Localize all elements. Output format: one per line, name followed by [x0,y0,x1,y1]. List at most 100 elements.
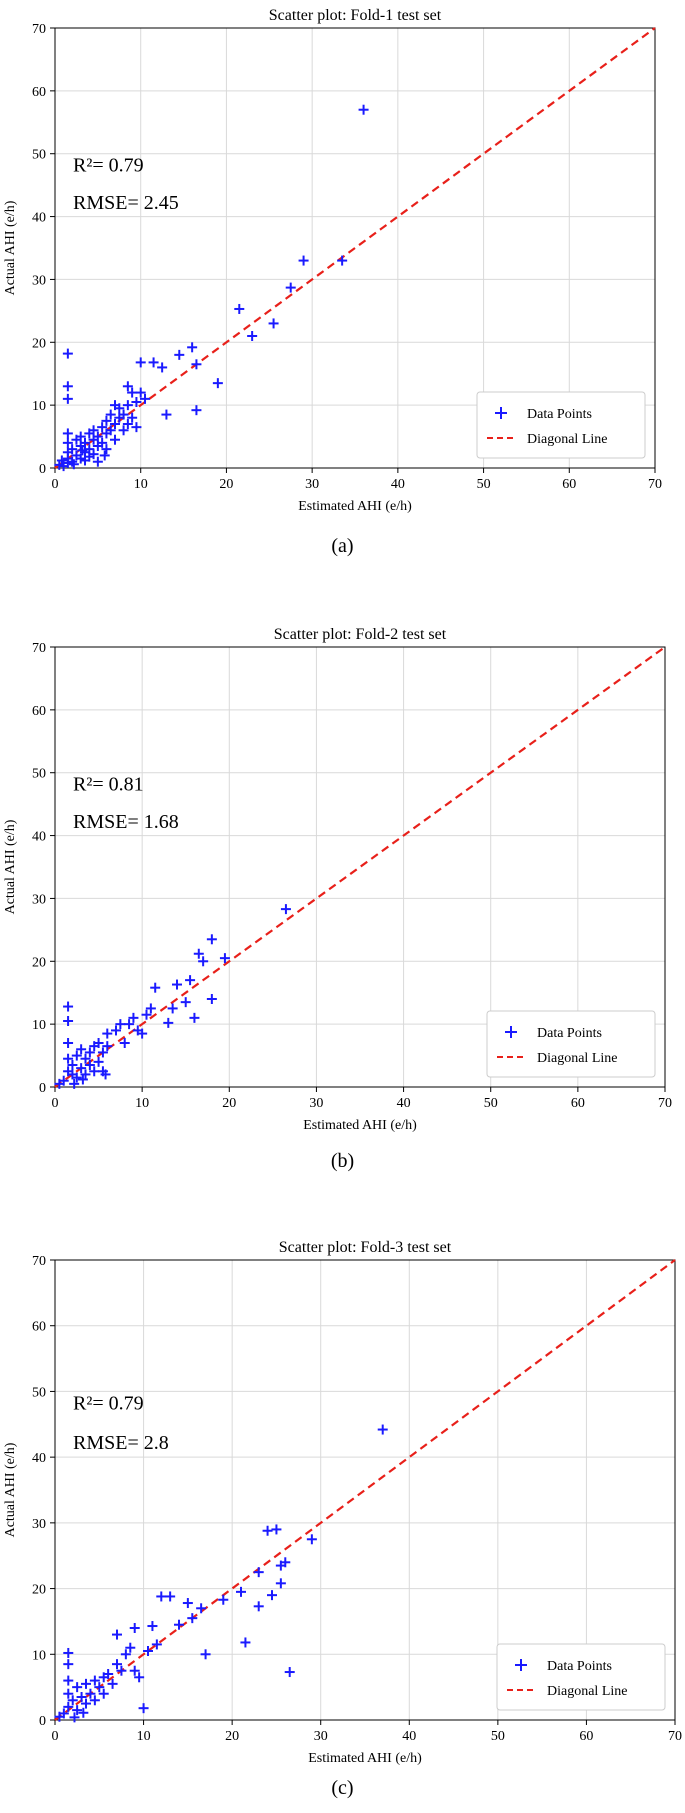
data-point [88,425,99,436]
y-tick-label: 40 [32,1451,46,1466]
data-point [116,1665,127,1676]
data-point [93,1056,104,1067]
data-point [92,456,103,467]
chart-title: Scatter plot: Fold-1 test set [269,7,442,24]
data-point [165,1591,176,1602]
sublabel-c: (c) [331,1777,354,1799]
y-tick-label: 40 [32,830,46,845]
x-tick-label: 0 [52,477,59,492]
x-tick-label: 20 [222,1096,236,1111]
legend-entry-diagonal-line: Diagonal Line [527,432,607,447]
x-tick-label: 60 [562,477,576,492]
data-point [62,348,73,359]
data-point [219,953,230,964]
sublabel-b: (b) [330,1150,355,1172]
data-point [196,1603,207,1614]
data-point [98,1688,109,1699]
data-point [174,349,185,360]
data-point [182,1598,193,1609]
data-point [180,997,191,1008]
x-tick-label: 0 [52,1096,59,1111]
data-point [77,1074,88,1085]
legend-box [476,391,646,459]
data-point [63,1688,74,1699]
x-tick-label: 0 [52,1729,59,1744]
legend: Data Points Diagonal Line [486,1010,656,1078]
legend-entry-data-points: Data Points [547,1659,612,1674]
data-point [69,1078,80,1089]
data-point [134,1672,145,1683]
data-point [306,1534,317,1545]
data-point [89,1695,100,1706]
data-point [129,1623,140,1633]
data-point [80,1053,91,1064]
r2-annotation: R²= 0.81 [73,773,144,795]
data-point [76,1692,87,1702]
data-point [212,378,223,389]
data-point [129,1665,140,1676]
data-point [167,1003,178,1014]
data-point [93,1038,104,1048]
r2-annotation: R²= 0.79 [73,154,144,176]
data-point [193,948,204,959]
data-point [76,1044,87,1055]
x-tick-label: 40 [391,477,405,492]
data-point [185,975,196,986]
data-point [267,1590,277,1601]
data-point [63,1701,74,1712]
y-tick-label: 20 [32,336,46,351]
data-point [174,1619,184,1630]
legend: Data Points Diagonal Line [496,1643,666,1711]
data-point [72,1682,83,1693]
data-point [189,1012,200,1023]
data-point [94,1682,105,1693]
data-point [187,1613,198,1624]
data-point [118,425,129,436]
data-point [148,357,159,368]
data-point [105,409,116,420]
y-tick-label: 50 [32,1385,46,1400]
data-point [100,1069,111,1080]
data-point [63,1647,74,1658]
y-tick-label: 70 [32,22,46,37]
data-point [75,431,86,442]
data-point [54,1078,65,1089]
data-point [151,1639,162,1650]
data-point [81,1678,91,1689]
data-point [76,1063,87,1074]
data-point [92,431,103,442]
data-point [125,1642,136,1653]
diagonal-line [54,1259,676,1721]
data-point [80,1069,91,1080]
data-point [358,104,369,115]
data-point [62,381,73,392]
data-point [284,1667,295,1678]
data-point [72,1705,83,1716]
data-point [68,459,79,470]
data-point [118,409,129,420]
y-tick-label: 0 [39,1081,46,1096]
x-tick-label: 10 [134,477,148,492]
data-point [102,1041,113,1052]
data-point [101,415,112,426]
y-tick-label: 10 [32,1018,46,1033]
data-point [88,449,99,460]
data-point [56,455,67,466]
data-point [124,1019,135,1030]
data-point [337,255,348,266]
data-point [111,1025,121,1036]
data-point [236,1586,246,1597]
x-tick-label: 20 [225,1729,239,1744]
data-point [131,397,142,407]
data-point [63,1016,74,1026]
data-point [187,342,198,353]
data-point [198,956,209,967]
y-tick-label: 50 [32,148,46,163]
x-tick-label: 40 [402,1729,416,1744]
data-point [161,409,172,420]
data-point [101,444,112,455]
chart-panel-a: 0 10 20 30 40 50 60 70 0 10 20 30 40 50 60 70 Scatter pl… [0,0,685,600]
data-points [54,1424,388,1723]
data-point [110,419,120,429]
plot-frame [54,27,656,469]
